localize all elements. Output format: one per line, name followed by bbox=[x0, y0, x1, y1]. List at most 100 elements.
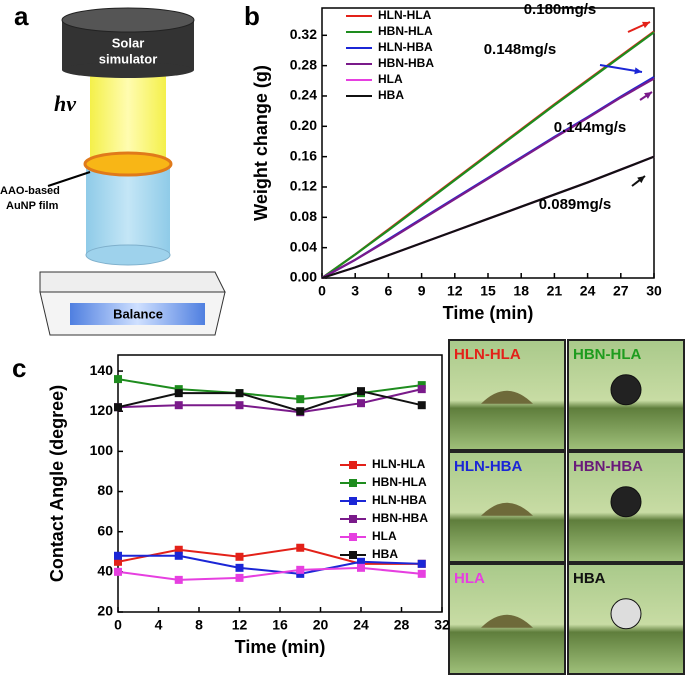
point bbox=[235, 401, 244, 410]
x-tick-label: 20 bbox=[313, 617, 329, 633]
photo-label: HLN-HBA bbox=[454, 458, 522, 475]
series-line bbox=[117, 378, 422, 401]
legend-marker bbox=[349, 479, 357, 487]
series-line bbox=[117, 566, 422, 581]
point bbox=[296, 565, 305, 574]
y-tick-label: 0.04 bbox=[290, 238, 317, 254]
x-tick-label: 16 bbox=[272, 617, 288, 633]
legend-label: HBA bbox=[372, 547, 398, 561]
y-tick-label: 0.12 bbox=[290, 178, 317, 194]
y-tick-label: 0.16 bbox=[290, 147, 317, 163]
x-tick-label: 32 bbox=[434, 617, 450, 633]
x-tick-label: 3 bbox=[351, 283, 359, 299]
x-axis-label: Time (min) bbox=[443, 303, 534, 323]
simulator-bottom bbox=[62, 62, 194, 78]
x-tick-label: 4 bbox=[155, 617, 163, 633]
hv-label: hv bbox=[54, 91, 76, 116]
legend-label: HLA bbox=[372, 529, 397, 543]
series-line bbox=[117, 546, 422, 565]
annotation: 0.144mg/s bbox=[554, 119, 627, 136]
point bbox=[174, 401, 183, 410]
x-tick-label: 28 bbox=[394, 617, 410, 633]
x-tick-label: 21 bbox=[547, 283, 563, 299]
film-label: AAO-based bbox=[0, 185, 60, 197]
point bbox=[417, 569, 426, 578]
point bbox=[417, 401, 426, 410]
photo-grid: HLN-HLA HBN-HLA HLN-HBA HBN-HBA HLA HBA bbox=[448, 339, 685, 675]
photo-label: HLA bbox=[454, 570, 485, 587]
series-line bbox=[321, 31, 655, 279]
droplet bbox=[610, 598, 642, 630]
legend-marker bbox=[349, 497, 357, 505]
y-tick-label: 0.00 bbox=[290, 269, 317, 285]
legend-label: HBN-HLA bbox=[372, 475, 427, 489]
legend-label: HBN-HBA bbox=[372, 511, 428, 525]
balance-label: Balance bbox=[113, 306, 163, 321]
point bbox=[296, 407, 305, 416]
legend-label: HLN-HLA bbox=[372, 457, 426, 471]
film-label: AuNP film bbox=[6, 200, 59, 212]
droplet bbox=[481, 502, 533, 516]
arrow-head bbox=[644, 92, 652, 99]
x-tick-label: 6 bbox=[385, 283, 393, 299]
film-arrow bbox=[47, 171, 91, 187]
panel-label: c bbox=[12, 353, 26, 383]
y-tick-label: 140 bbox=[90, 362, 114, 378]
simulator-label: simulator bbox=[99, 51, 158, 66]
x-tick-label: 18 bbox=[513, 283, 529, 299]
panel-label: a bbox=[14, 1, 29, 31]
cylinder bbox=[86, 167, 170, 255]
light-beam bbox=[90, 68, 166, 168]
legend-marker bbox=[349, 533, 357, 541]
x-tick-label: 15 bbox=[480, 283, 496, 299]
point bbox=[357, 387, 365, 396]
legend-label: HBN-HLA bbox=[378, 24, 433, 38]
y-tick-label: 80 bbox=[97, 482, 113, 498]
x-tick-label: 24 bbox=[353, 617, 369, 633]
y-tick-label: 0.24 bbox=[290, 87, 317, 103]
legend-label: HLN-HBA bbox=[378, 40, 433, 54]
legend-label: HBN-HBA bbox=[378, 56, 434, 70]
point bbox=[114, 551, 122, 560]
annotation: 0.089mg/s bbox=[539, 196, 612, 213]
annotation: 0.180mg/s bbox=[524, 1, 597, 18]
legend-label: HLA bbox=[378, 72, 403, 86]
legend-marker bbox=[349, 515, 357, 523]
point bbox=[174, 385, 183, 394]
point bbox=[174, 389, 183, 398]
legend-marker bbox=[349, 461, 357, 469]
point bbox=[357, 399, 365, 408]
series-line bbox=[321, 155, 655, 280]
point bbox=[174, 545, 183, 554]
series-line bbox=[118, 554, 422, 575]
x-tick-label: 8 bbox=[195, 617, 203, 633]
annotation: 0.148mg/s bbox=[484, 41, 557, 58]
legend-label: HBA bbox=[378, 88, 404, 102]
x-tick-label: 27 bbox=[613, 283, 629, 299]
simulator-label: Solar bbox=[112, 35, 145, 50]
x-tick-label: 0 bbox=[114, 617, 122, 633]
diagram: a Solar simulator hv AAO-based AuNP film… bbox=[0, 1, 226, 336]
x-tick-label: 12 bbox=[447, 283, 463, 299]
simulator-top bbox=[61, 7, 195, 33]
point bbox=[417, 559, 426, 568]
point bbox=[235, 389, 244, 398]
y-tick-label: 40 bbox=[97, 563, 113, 579]
y-tick-label: 60 bbox=[97, 522, 113, 538]
point bbox=[114, 375, 122, 384]
photo bbox=[448, 563, 566, 675]
x-tick-label: 12 bbox=[232, 617, 248, 633]
y-tick-label: 0.28 bbox=[290, 56, 317, 72]
y-axis-label: Weight change (g) bbox=[251, 65, 271, 221]
y-tick-label: 100 bbox=[90, 442, 114, 458]
y-tick-label: 120 bbox=[90, 402, 114, 418]
point bbox=[235, 563, 244, 572]
x-tick-label: 24 bbox=[580, 283, 596, 299]
point bbox=[296, 569, 305, 578]
droplet bbox=[481, 614, 533, 628]
series-line bbox=[117, 388, 422, 414]
point bbox=[114, 403, 122, 412]
droplet bbox=[481, 390, 533, 404]
legend-label: HLN-HLA bbox=[378, 8, 432, 22]
